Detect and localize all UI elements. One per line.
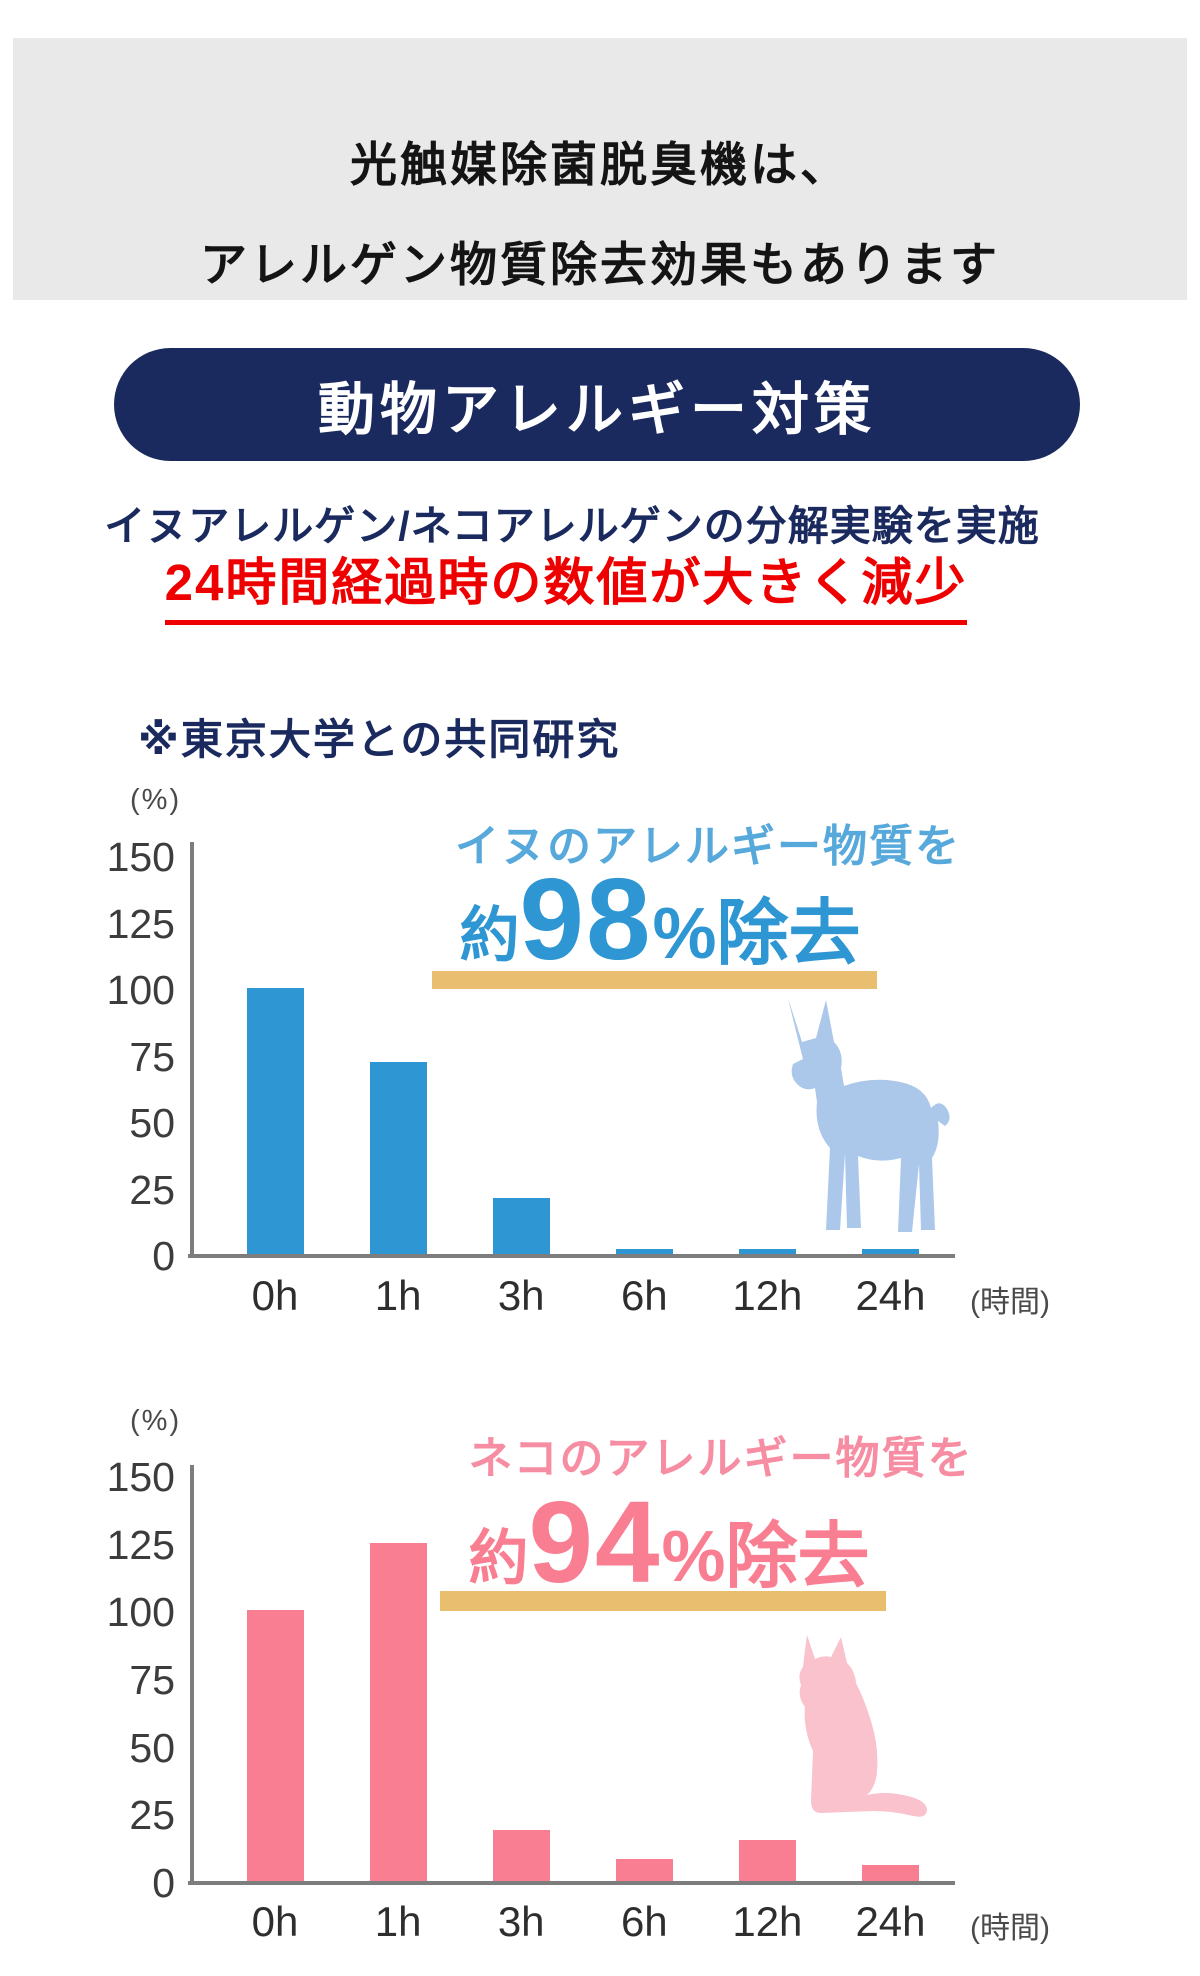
x-tick-label: 0h [251, 1272, 299, 1319]
headline-value: 98 [519, 853, 653, 984]
y-tick-label: 25 [129, 1792, 175, 1839]
x-tick-label: 12h [732, 1272, 803, 1319]
x-tick-label: 6h [620, 1272, 668, 1319]
bar-3h [492, 1198, 550, 1254]
headline-prefix: 約 [468, 1525, 529, 1592]
y-tick-label: 0 [152, 1860, 175, 1906]
y-tick-label: 150 [106, 1454, 175, 1500]
x-axis-unit-label: (時間) [970, 1912, 1050, 1945]
x-tick-label: 0h [251, 1898, 299, 1945]
y-tick-label: 125 [106, 1521, 175, 1568]
chart-headline: 約 98 %除去 [310, 853, 1010, 984]
x-axis-line [188, 1254, 955, 1258]
chart-title: イヌのアレルギー物質を [455, 822, 961, 871]
highlight-statement: 24時間経過時の数値が大きく減少 [0, 541, 1132, 625]
dog-silhouette-icon [788, 998, 950, 1232]
x-axis-unit-label: (時間) [970, 1286, 1050, 1319]
headline-underline [432, 971, 877, 989]
x-tick-label: 24h [855, 1898, 926, 1945]
cat-silhouette-icon [799, 1635, 927, 1817]
y-axis-line [190, 842, 194, 1258]
y-tick-label: 100 [106, 1589, 175, 1636]
y-axis-unit-label: (%) [130, 1405, 182, 1437]
section-badge: 動物アレルギー対策 [114, 348, 1080, 461]
y-axis-unit-label: (%) [130, 784, 182, 816]
headline-suffix: %除去 [652, 894, 861, 974]
x-tick-label: 1h [374, 1898, 422, 1945]
headline-underline [440, 1591, 886, 1611]
cat-silhouette-path [799, 1635, 927, 1817]
x-tick-label: 6h [620, 1898, 668, 1945]
y-tick-label: 75 [129, 1657, 175, 1703]
bar-0h [246, 988, 304, 1254]
bar-1h [369, 1542, 427, 1881]
dog-silhouette-path [788, 998, 950, 1232]
highlight-statement-text: 24時間経過時の数値が大きく減少 [164, 541, 968, 625]
x-tick-label: 1h [374, 1272, 422, 1319]
y-tick-label: 75 [129, 1033, 175, 1080]
bar-1h [369, 1062, 427, 1254]
y-tick-label: 125 [106, 900, 175, 947]
bar-6h [615, 1248, 673, 1254]
y-axis-line [190, 1465, 194, 1885]
x-axis-line [188, 1881, 955, 1885]
x-tick-label: 3h [497, 1898, 545, 1945]
bar-12h [738, 1840, 796, 1881]
header-banner: 光触媒除菌脱臭機は、 アレルゲン物質除去効果もあります [13, 38, 1187, 300]
chart-title: ネコのアレルギー物質を [468, 1434, 974, 1483]
y-tick-label: 150 [106, 834, 175, 880]
bar-3h [492, 1829, 550, 1881]
headline-suffix: %除去 [661, 1517, 870, 1597]
y-tick-label: 100 [106, 967, 175, 1013]
x-tick-label: 12h [732, 1898, 803, 1945]
bar-6h [615, 1859, 673, 1881]
x-tick-label: 24h [855, 1272, 926, 1319]
headline-value: 94 [528, 1476, 662, 1607]
header-title-line1: 光触媒除菌脱臭機は、 [350, 138, 850, 191]
bar-0h [246, 1610, 304, 1881]
cat-allergen-chart: (%) 0 25 50 75 100 125 150 0h 1h 3h 6h 12h 24h (時間)… [0, 1395, 1200, 1970]
bar-24h [862, 1864, 919, 1881]
bar-12h [738, 1248, 796, 1254]
research-note: ※東京大学との共同研究 [138, 716, 621, 763]
dog-allergen-chart: (%) 0 25 50 75 100 125 150 0h 1h 3h 6h 12h 24h (時間)… [0, 780, 1200, 1340]
y-tick-label: 50 [129, 1724, 175, 1771]
headline-prefix: 約 [459, 902, 520, 969]
experiment-subtitle: イヌアレルゲン/ネコアレルゲンの分解実験を実施 [104, 503, 1040, 549]
y-tick-label: 25 [129, 1166, 175, 1213]
y-tick-label: 0 [152, 1233, 175, 1279]
header-title-line2: アレルゲン物質除去効果もあります [200, 238, 1000, 291]
bar-24h [862, 1248, 919, 1254]
x-tick-label: 3h [497, 1272, 545, 1319]
chart-headline: 約 94 %除去 [319, 1476, 1019, 1607]
section-badge-label: 動物アレルギー対策 [318, 377, 876, 442]
y-tick-label: 50 [129, 1100, 175, 1146]
